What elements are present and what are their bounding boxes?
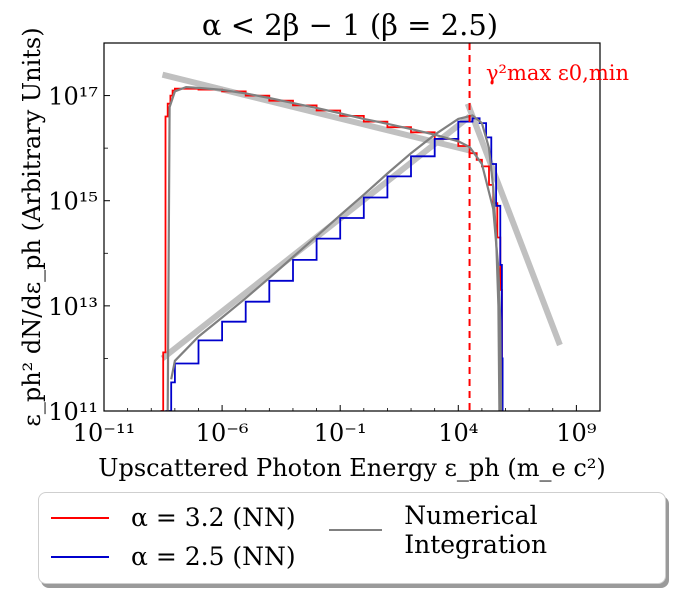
tick-label: 10¹⁷ bbox=[48, 83, 98, 111]
plot-frame bbox=[103, 42, 601, 412]
legend: α = 3.2 (NN) Numerical Integration α = 2… bbox=[38, 492, 666, 584]
legend-label: Numerical Integration bbox=[404, 501, 548, 559]
legend-entry: Numerical Integration bbox=[329, 501, 665, 559]
y-axis-label: ε_ph² dN/dε_ph (Arbitrary Units) bbox=[18, 27, 46, 426]
legend-swatch bbox=[329, 529, 383, 531]
series-line bbox=[166, 85, 503, 411]
vline-annotation: γ²max ε0,min bbox=[486, 61, 629, 85]
legend-label: α = 3.2 (NN) bbox=[131, 503, 296, 532]
tick-label: 10¹⁵ bbox=[48, 188, 98, 216]
chart: 10⁻¹¹ 10⁻⁶ 10⁻¹ 10⁴ 10⁹ 10¹¹ 10¹³ 10¹⁵ 10¹⁷ α < … bbox=[18, 8, 629, 482]
tick-label: 10⁹ bbox=[556, 419, 597, 447]
tick-label: 10¹³ bbox=[48, 293, 98, 321]
plot-area bbox=[160, 43, 563, 411]
asymptote-line bbox=[161, 71, 471, 154]
legend-entry: α = 2.5 (NN) bbox=[51, 542, 296, 571]
tick-label: 10⁻¹ bbox=[314, 419, 367, 447]
legend-swatch bbox=[51, 555, 109, 558]
series-line bbox=[165, 117, 504, 411]
tick-label: 10⁴ bbox=[438, 419, 478, 447]
tick-label: 10⁻⁶ bbox=[196, 419, 249, 447]
legend-label: α = 2.5 (NN) bbox=[131, 542, 296, 571]
legend-entry: α = 3.2 (NN) bbox=[51, 503, 296, 532]
tick-label: 10⁻¹¹ bbox=[73, 419, 135, 447]
tick-label: 10¹¹ bbox=[48, 398, 98, 426]
axis-ticks: 10⁻¹¹ 10⁻⁶ 10⁻¹ 10⁴ 10⁹ 10¹¹ 10¹³ 10¹⁵ 10¹⁷ bbox=[48, 42, 601, 447]
legend-swatch bbox=[51, 516, 109, 519]
series-line bbox=[160, 87, 503, 411]
series-line bbox=[170, 114, 501, 411]
asymptote-line bbox=[464, 102, 563, 347]
x-axis-label: Upscattered Photon Energy ε_ph (m_e c²) bbox=[98, 454, 606, 482]
chart-title: α < 2β − 1 (β = 2.5) bbox=[202, 8, 498, 42]
